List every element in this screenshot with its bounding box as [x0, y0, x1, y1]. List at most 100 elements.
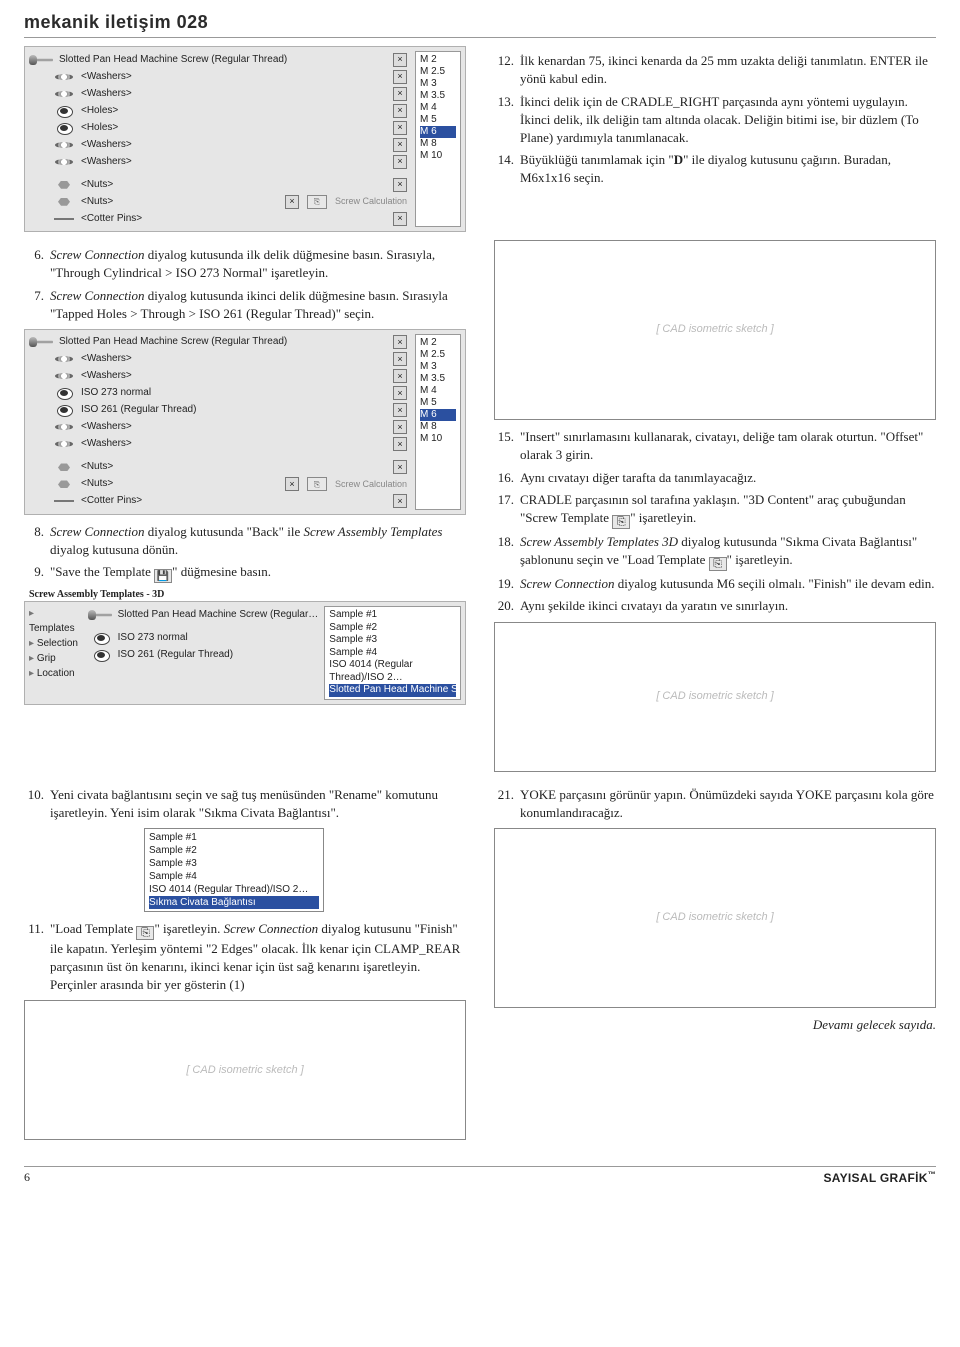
close-icon[interactable]: ×: [393, 138, 407, 152]
size-option[interactable]: M 2.5: [420, 66, 456, 78]
close-icon[interactable]: ×: [393, 460, 407, 474]
size-option[interactable]: M 2: [420, 54, 456, 66]
screw-calc-button[interactable]: ⎘: [307, 477, 327, 491]
close-icon[interactable]: ×: [393, 420, 407, 434]
size-option[interactable]: M 4: [420, 102, 456, 114]
size-option[interactable]: M 3.5: [420, 373, 456, 385]
step-number: 8.: [24, 523, 44, 559]
nav-item[interactable]: Grip: [29, 651, 82, 666]
tree-row[interactable]: <Holes>×: [29, 119, 407, 136]
sample-item[interactable]: Sample #2: [149, 844, 319, 857]
size-option[interactable]: M 8: [420, 421, 456, 433]
sample-item[interactable]: Sample #4: [149, 870, 319, 883]
samples-list[interactable]: Sample #1Sample #2Sample #3Sample #4ISO …: [144, 828, 324, 912]
close-icon[interactable]: ×: [393, 386, 407, 400]
step-number: 20.: [494, 597, 514, 615]
close-icon[interactable]: ×: [393, 403, 407, 417]
tree-row[interactable]: Slotted Pan Head Machine Screw (Regular …: [29, 334, 407, 351]
tree-row[interactable]: <Washers>×: [29, 85, 407, 102]
size-option[interactable]: M 4: [420, 385, 456, 397]
close-icon[interactable]: ×: [393, 369, 407, 383]
tree-row[interactable]: ISO 273 normal: [88, 629, 319, 646]
template-list-item[interactable]: Sample #4: [329, 647, 456, 660]
screw-calc-button[interactable]: ⎘: [307, 195, 327, 209]
size-option[interactable]: M 3.5: [420, 90, 456, 102]
tree-panel-top[interactable]: Slotted Pan Head Machine Screw (Regular …: [24, 46, 466, 232]
nav-item[interactable]: Selection: [29, 636, 82, 651]
tree-row-label: <Washers>: [81, 369, 385, 383]
close-icon[interactable]: ×: [285, 477, 299, 491]
tree-row[interactable]: <Cotter Pins>×: [29, 493, 407, 510]
close-icon[interactable]: ×: [393, 104, 407, 118]
tree-row[interactable]: <Washers>×: [29, 419, 407, 436]
sizes-list[interactable]: M 2M 2.5M 3M 3.5M 4M 5M 6M 8M 10: [415, 334, 461, 510]
washer-icon: [51, 437, 77, 451]
close-icon[interactable]: ×: [393, 437, 407, 451]
tree-row[interactable]: <Washers>×: [29, 68, 407, 85]
screw-assembly-templates-3d[interactable]: Screw Assembly Templates - 3DTemplatesSe…: [24, 601, 466, 705]
size-option[interactable]: M 10: [420, 150, 456, 162]
tree-row[interactable]: Slotted Pan Head Machine Screw (Regular…: [88, 606, 319, 623]
close-icon[interactable]: ×: [393, 70, 407, 84]
size-option[interactable]: M 3: [420, 78, 456, 90]
close-icon[interactable]: ×: [393, 494, 407, 508]
sample-item[interactable]: Sample #3: [149, 857, 319, 870]
tree-row[interactable]: <Cotter Pins>×: [29, 210, 407, 227]
size-option[interactable]: M 5: [420, 114, 456, 126]
tree-row-label: <Nuts>: [81, 460, 385, 474]
template-list-item[interactable]: Sample #3: [329, 634, 456, 647]
template-list-item[interactable]: Sample #1: [329, 609, 456, 622]
step-item: 10.Yeni civata bağlantısını seçin ve sağ…: [24, 786, 466, 822]
close-icon[interactable]: ×: [393, 87, 407, 101]
close-icon[interactable]: ×: [285, 195, 299, 209]
tree-row[interactable]: <Washers>×: [29, 436, 407, 453]
footer-page-number: 6: [24, 1169, 30, 1187]
close-icon[interactable]: ×: [393, 178, 407, 192]
tree-row[interactable]: <Nuts> ×: [29, 459, 407, 476]
panel-nav[interactable]: TemplatesSelectionGripLocation: [29, 606, 88, 700]
tree-panel-mid[interactable]: Slotted Pan Head Machine Screw (Regular …: [24, 329, 466, 515]
col-left-2: 6.Screw Connection diyalog kutusunda ilk…: [24, 240, 466, 779]
nav-item[interactable]: Templates: [29, 606, 82, 636]
tree-row[interactable]: ISO 273 normal×: [29, 385, 407, 402]
sizes-list[interactable]: M 2M 2.5M 3M 3.5M 4M 5M 6M 8M 10: [415, 51, 461, 227]
sample-item[interactable]: Sıkma Civata Bağlantısı: [149, 896, 319, 909]
close-icon[interactable]: ×: [393, 53, 407, 67]
size-option[interactable]: M 2: [420, 337, 456, 349]
size-option[interactable]: M 6: [420, 126, 456, 138]
close-icon[interactable]: ×: [393, 121, 407, 135]
tree-row-label: <Nuts>: [81, 178, 385, 192]
close-icon[interactable]: ×: [393, 352, 407, 366]
size-option[interactable]: M 10: [420, 433, 456, 445]
template-list-item[interactable]: ISO 4014 (Regular Thread)/ISO 2…: [329, 659, 456, 684]
tree-row[interactable]: <Holes>×: [29, 102, 407, 119]
size-option[interactable]: M 3: [420, 361, 456, 373]
template-list-item[interactable]: Sample #2: [329, 622, 456, 635]
tree-row[interactable]: <Washers>×: [29, 136, 407, 153]
sample-item[interactable]: Sample #1: [149, 831, 319, 844]
tree-row[interactable]: <Nuts>×⎘Screw Calculation: [29, 193, 407, 210]
tree-row[interactable]: <Washers>×: [29, 153, 407, 170]
tree-row[interactable]: <Nuts> ×: [29, 176, 407, 193]
size-option[interactable]: M 2.5: [420, 349, 456, 361]
size-option[interactable]: M 8: [420, 138, 456, 150]
tree-row[interactable]: <Washers> ×: [29, 368, 407, 385]
hole-icon: [88, 648, 114, 662]
nav-item[interactable]: Location: [29, 666, 82, 681]
tree-row[interactable]: <Nuts>×⎘Screw Calculation: [29, 476, 407, 493]
tree-row[interactable]: Slotted Pan Head Machine Screw (Regular …: [29, 51, 407, 68]
template-list[interactable]: Sample #1Sample #2Sample #3Sample #4ISO …: [324, 606, 461, 700]
close-icon[interactable]: ×: [393, 155, 407, 169]
template-list-item[interactable]: Slotted Pan Head Machine Screw: [329, 684, 456, 697]
close-icon[interactable]: ×: [393, 335, 407, 349]
step-text: Screw Assembly Templates 3D diyalog kutu…: [520, 533, 936, 571]
sample-item[interactable]: ISO 4014 (Regular Thread)/ISO 2…: [149, 883, 319, 896]
washer-icon: [51, 138, 77, 152]
tree-row[interactable]: ISO 261 (Regular Thread): [88, 646, 319, 663]
tree-row[interactable]: ISO 261 (Regular Thread)×: [29, 402, 407, 419]
step-number: 14.: [494, 151, 514, 187]
size-option[interactable]: M 5: [420, 397, 456, 409]
close-icon[interactable]: ×: [393, 212, 407, 226]
tree-row[interactable]: <Washers>×: [29, 351, 407, 368]
size-option[interactable]: M 6: [420, 409, 456, 421]
